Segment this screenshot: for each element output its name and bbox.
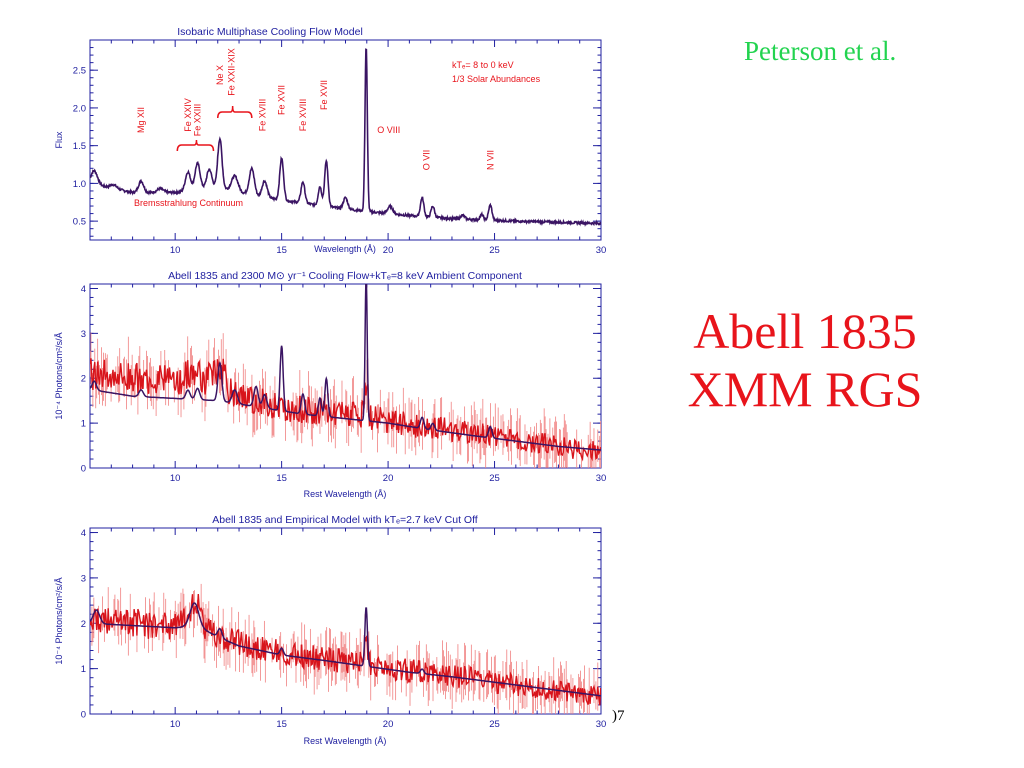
x-tick-label: 25 — [489, 719, 500, 730]
line-label: Fe XXIV — [183, 98, 193, 132]
plot-frame — [89, 39, 602, 241]
legend-line-1: kTₑ= 8 to 0 keV — [452, 60, 514, 70]
y-tick-label: 2.5 — [73, 66, 86, 77]
x-tick-label: 15 — [276, 473, 287, 484]
y-tick-label: 3 — [81, 329, 86, 340]
model-series-line — [90, 284, 601, 451]
continuum-label: Bremsstrahlung Continuum — [134, 198, 243, 208]
x-tick-label: 25 — [489, 473, 500, 484]
data-error-bars — [91, 583, 599, 714]
y-tick-label: 0 — [81, 464, 86, 475]
line-label: Fe XXII-XIX — [227, 48, 237, 96]
y-tick-label: 1 — [81, 664, 86, 675]
x-tick-label: 30 — [596, 473, 607, 484]
line-label: N VII — [485, 150, 495, 170]
plot-area — [90, 284, 601, 468]
line-label: Ne X — [215, 65, 225, 85]
footer-fragment: )7 — [612, 708, 625, 724]
headline-line-2: XMM RGS — [687, 361, 923, 417]
x-axis-label: Rest Wavelength (Å) — [304, 736, 387, 746]
x-tick-label: 15 — [276, 245, 287, 256]
x-axis-label: Rest Wavelength (Å) — [304, 489, 387, 499]
y-axis-label: Flux — [54, 131, 64, 149]
y-tick-label: 1.0 — [73, 179, 86, 190]
y-tick-label: 4 — [81, 528, 86, 539]
x-tick-label: 10 — [170, 245, 181, 256]
legend-line-2: 1/3 Solar Abundances — [452, 74, 541, 84]
y-tick-label: 0 — [81, 710, 86, 721]
data-series-line — [90, 593, 601, 706]
y-axis-label: 10⁻⁴ Photons/cm²/s/Å — [54, 577, 64, 664]
x-tick-label: 20 — [383, 245, 394, 256]
model-series-line — [90, 602, 601, 697]
y-tick-label: 0.5 — [73, 217, 86, 228]
headline-line-1: Abell 1835 — [693, 303, 917, 359]
line-label: O VII — [421, 150, 431, 171]
data-series-line — [90, 358, 601, 462]
model-series-line — [90, 48, 601, 228]
fe-bracket-right — [217, 105, 253, 119]
x-tick-label: 10 — [170, 473, 181, 484]
x-tick-label: 20 — [383, 473, 394, 484]
x-tick-label: 30 — [596, 719, 607, 730]
y-tick-label: 2 — [81, 374, 86, 385]
chart-title: Abell 1835 and 2300 M⊙ yr⁻¹ Cooling Flow… — [168, 270, 522, 282]
chart-panel-1: 10 15 20 25 30 0.5 1.0 1.5 2.0 2.5 Isobaric Multip… — [54, 26, 606, 256]
x-tick-label: 30 — [596, 245, 607, 256]
y-axis-label: 10⁻⁴ Photons/cm²/s/Å — [54, 332, 64, 419]
line-label: Mg XII — [136, 107, 146, 133]
y-tick-label: 4 — [81, 284, 86, 295]
line-label: Fe XVII — [277, 85, 287, 115]
y-tick-label: 2 — [81, 619, 86, 630]
y-tick-label: 1.5 — [73, 141, 86, 152]
y-tick-label: 1 — [81, 419, 86, 430]
y-tick-label: 2.0 — [73, 103, 86, 114]
y-tick-label: 3 — [81, 573, 86, 584]
x-tick-label: 25 — [489, 245, 500, 256]
line-label: O VIII — [377, 125, 400, 135]
x-tick-label: 15 — [276, 719, 287, 730]
line-label: Fe XXIII — [193, 104, 203, 137]
chart-panel-2: 10 15 20 25 30 0 1 2 3 4 Abell 1835 and 2300 M⊙ yr… — [54, 270, 606, 499]
chart-panel-3: 10 15 20 25 30 0 1 2 3 4 Abell 1835 and Empirical … — [54, 514, 606, 746]
line-label: Fe XVIII — [298, 99, 308, 132]
chart-title: Abell 1835 and Empirical Model with kTₑ=… — [212, 514, 478, 526]
fe-bracket-left — [176, 139, 215, 152]
credit-text: Peterson et al. — [744, 36, 897, 66]
line-label: Fe XVIII — [257, 99, 267, 132]
line-label: Fe XVII — [319, 80, 329, 110]
x-tick-label: 10 — [170, 719, 181, 730]
plot-area — [90, 48, 601, 228]
plot-area — [90, 583, 601, 714]
headline: Abell 1835 XMM RGS — [660, 302, 950, 418]
chart-title: Isobaric Multiphase Cooling Flow Model — [177, 26, 363, 38]
x-axis-label: Wavelength (Å) — [314, 244, 376, 254]
x-tick-label: 20 — [383, 719, 394, 730]
